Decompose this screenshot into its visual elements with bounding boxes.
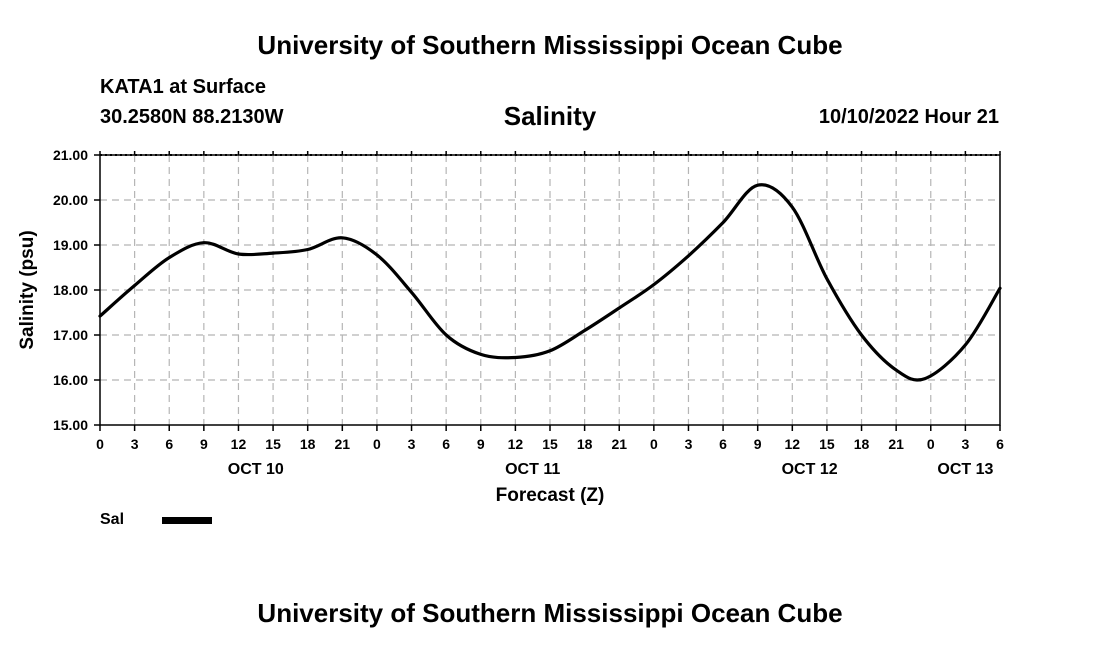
data-point — [860, 333, 863, 337]
data-point — [652, 283, 655, 286]
y-tick-label: 16.00 — [53, 372, 88, 388]
data-point — [202, 241, 205, 244]
x-tick-label: 0 — [650, 436, 658, 452]
x-tick-label: 9 — [200, 436, 208, 452]
data-point — [895, 368, 898, 372]
x-tick-label: 9 — [477, 436, 485, 452]
y-axis: 15.00 16.00 17.00 18.00 19.00 20.00 21.00 — [53, 147, 100, 433]
data-point — [825, 277, 829, 280]
y-tick-label: 20.00 — [53, 192, 88, 208]
coordinates-label: 30.2580N 88.2130W — [100, 106, 284, 128]
data-point — [133, 284, 136, 287]
data-point — [964, 343, 967, 347]
x-tick-label: 6 — [719, 436, 727, 452]
x-tick-label: 21 — [888, 436, 904, 452]
x-tick-label: 15 — [819, 436, 835, 452]
y-tick-label: 15.00 — [53, 417, 88, 433]
data-point — [721, 221, 725, 224]
data-point — [756, 184, 759, 187]
x-tick-label: 9 — [754, 436, 762, 452]
x-tick-label: 21 — [335, 436, 351, 452]
data-point — [98, 314, 102, 318]
x-tick-label: 18 — [854, 436, 870, 452]
x-tick-label: 0 — [373, 436, 381, 452]
x-axis: 0 3 6 9 12 15 18 21 0 3 6 9 12 15 18 21 0 3 6 9 12 15 18 21 0 3 6O… — [96, 151, 1004, 478]
x-tick-label: 3 — [961, 436, 969, 452]
station-label: KATA1 at Surface — [100, 76, 266, 98]
data-point — [998, 287, 1002, 290]
data-point — [375, 253, 379, 257]
legend-swatch — [162, 517, 212, 524]
x-tick-label: 0 — [96, 436, 104, 452]
day-label: OCT 10 — [228, 461, 284, 478]
page-title: University of Southern Mississippi Ocean… — [257, 30, 843, 60]
grid — [100, 155, 1000, 425]
x-tick-label: 18 — [300, 436, 316, 452]
data-point — [479, 353, 482, 356]
x-tick-label: 6 — [442, 436, 450, 452]
y-tick-label: 21.00 — [53, 147, 88, 163]
legend-label: Sal — [100, 511, 125, 528]
y-tick-label: 17.00 — [53, 327, 88, 343]
x-tick-label: 6 — [996, 436, 1004, 452]
y-axis-label: Salinity (psu) — [17, 230, 38, 349]
x-axis-label: Forecast (Z) — [496, 485, 605, 506]
x-tick-label: 12 — [508, 436, 524, 452]
data-point — [923, 377, 927, 380]
day-label: OCT 13 — [937, 461, 993, 478]
data-point — [306, 248, 309, 251]
data-point — [271, 251, 275, 255]
x-tick-label: 6 — [165, 436, 173, 452]
series-line-sal — [98, 183, 1002, 382]
day-label: OCT 12 — [782, 461, 838, 478]
data-point — [237, 252, 240, 256]
y-tick-label: 18.00 — [53, 282, 88, 298]
x-tick-label: 18 — [577, 436, 593, 452]
data-point — [410, 291, 413, 294]
y-tick-label: 19.00 — [53, 237, 88, 253]
data-point — [548, 349, 552, 352]
x-tick-label: 21 — [611, 436, 627, 452]
chart-title: Salinity — [503, 101, 597, 131]
series-group — [98, 183, 1002, 382]
x-tick-label: 12 — [785, 436, 801, 452]
data-point — [583, 329, 586, 332]
x-tick-label: 15 — [265, 436, 281, 452]
data-point — [514, 356, 517, 359]
day-label: OCT 11 — [505, 461, 560, 478]
data-point — [445, 333, 448, 337]
data-point — [791, 206, 794, 209]
x-tick-label: 12 — [231, 436, 247, 452]
x-tick-label: 15 — [542, 436, 558, 452]
data-point — [168, 256, 171, 259]
footer-title: University of Southern Mississippi Ocean… — [257, 598, 843, 628]
x-tick-label: 3 — [685, 436, 693, 452]
data-point — [618, 306, 621, 310]
run-time-label: 10/10/2022 Hour 21 — [818, 106, 999, 128]
x-tick-label: 3 — [131, 436, 139, 452]
data-point — [341, 236, 344, 239]
x-tick-label: 3 — [408, 436, 416, 452]
x-tick-label: 0 — [927, 436, 935, 452]
data-point — [687, 254, 690, 257]
